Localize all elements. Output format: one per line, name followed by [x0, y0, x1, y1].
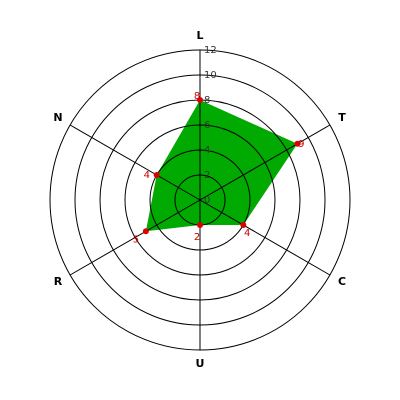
data-point: [142, 228, 149, 235]
r-tick-label: 0: [204, 195, 210, 206]
data-label: 9: [298, 139, 304, 150]
axis-line: [69, 124, 201, 201]
data-point: [197, 97, 203, 103]
data-point: [240, 222, 247, 228]
r-tick-label: 10: [204, 70, 217, 81]
axis-label: C: [338, 275, 346, 288]
radar-area: [145, 100, 298, 232]
axis-label: T: [338, 111, 346, 124]
axis-label: U: [196, 357, 205, 370]
data-point: [294, 140, 301, 147]
data-label: 8: [194, 91, 200, 102]
r-tick-label: 4: [204, 145, 210, 156]
r-tick-label: 8: [204, 95, 210, 106]
data-point: [153, 172, 160, 178]
axis-line: [199, 124, 331, 201]
data-label: 4: [244, 228, 250, 239]
axis-line: [199, 199, 331, 276]
r-tick-label: 12: [204, 45, 217, 56]
data-label: 2: [194, 232, 200, 243]
axis-line: [69, 199, 201, 276]
r-tick-label: 6: [204, 120, 210, 131]
data-point: [197, 222, 203, 228]
axis-label: R: [54, 275, 63, 288]
axis-label: L: [196, 29, 203, 42]
data-label: 5: [133, 234, 139, 245]
r-tick-label: 2: [204, 170, 210, 181]
axis-label: N: [53, 111, 62, 124]
data-label: 4: [144, 170, 150, 181]
